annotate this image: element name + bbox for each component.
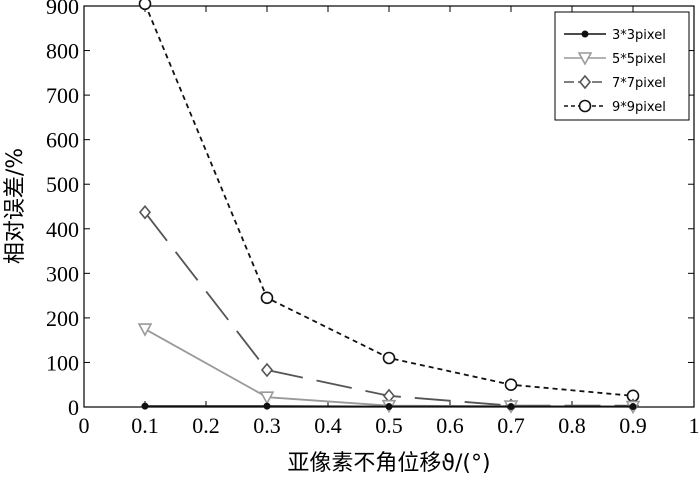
x-tick-label: 0.3: [253, 413, 281, 438]
legend-marker: [578, 99, 592, 113]
y-tick-label: 200: [46, 306, 79, 331]
x-tick-label: 1: [689, 413, 700, 438]
y-tick-label: 100: [46, 350, 79, 375]
data-point: [141, 402, 149, 410]
data-point: [260, 362, 274, 378]
series-layer: [137, 0, 641, 415]
x-tick-label: 0.8: [558, 413, 586, 438]
legend-entry: 5*5pixel: [564, 52, 666, 67]
legend-marker: [578, 74, 592, 90]
y-tick-label: 600: [46, 128, 79, 153]
legend-entry: 7*7pixel: [564, 74, 666, 91]
legend-label: 5*5pixel: [612, 52, 666, 67]
x-tick-label: 0.1: [131, 413, 159, 438]
y-tick-label: 800: [46, 39, 79, 64]
legend-box: [554, 11, 690, 121]
data-point: [259, 391, 275, 405]
legend-entry: 9*9pixel: [564, 99, 666, 115]
series-9x9pixel: [138, 0, 640, 403]
legend-label: 7*7pixel: [612, 76, 666, 91]
x-axis: 0 0.1 0.2 0.3 0.4 0.5 0.6 0.7 0.8 0.9 1: [79, 6, 700, 438]
x-tick-label: 0.9: [619, 413, 647, 438]
data-point: [504, 378, 518, 392]
y-axis: 0 100 200 300 400 500 600 700 800 900: [46, 0, 694, 420]
data-point: [629, 403, 637, 411]
data-point: [138, 0, 152, 11]
legend-entry: 3*3pixel: [564, 28, 666, 43]
data-point: [507, 403, 515, 411]
x-tick-label: 0.2: [192, 413, 220, 438]
x-tick-label: 0.5: [375, 413, 403, 438]
legend-label: 3*3pixel: [612, 28, 666, 43]
data-point: [260, 291, 274, 305]
legend-label: 9*9pixel: [612, 100, 666, 115]
legend: 3*3pixel 5*5pixel 7*7pixel 9*9pixel: [554, 11, 690, 121]
y-tick-label: 500: [46, 172, 79, 197]
x-tick-label: 0.4: [314, 413, 342, 438]
y-axis-label: 相对误差/%: [3, 148, 28, 264]
y-tick-label: 0: [68, 395, 79, 420]
x-axis-label: 亚像素不角位移ϑ/(°): [287, 451, 490, 476]
y-tick-label: 300: [46, 261, 79, 286]
x-tick-label: 0.7: [497, 413, 525, 438]
y-tick-label: 400: [46, 217, 79, 242]
data-point: [382, 351, 396, 365]
x-tick-label: 0: [79, 413, 90, 438]
data-point: [137, 323, 153, 337]
x-tick-label: 0.6: [436, 413, 464, 438]
y-tick-label: 700: [46, 83, 79, 108]
data-point: [385, 403, 393, 411]
y-tick-label: 900: [46, 0, 79, 19]
legend-marker: [577, 52, 593, 66]
data-point: [263, 402, 271, 410]
legend-marker: [581, 30, 589, 38]
data-point: [138, 205, 152, 220]
series-3x3pixel: [141, 402, 637, 411]
